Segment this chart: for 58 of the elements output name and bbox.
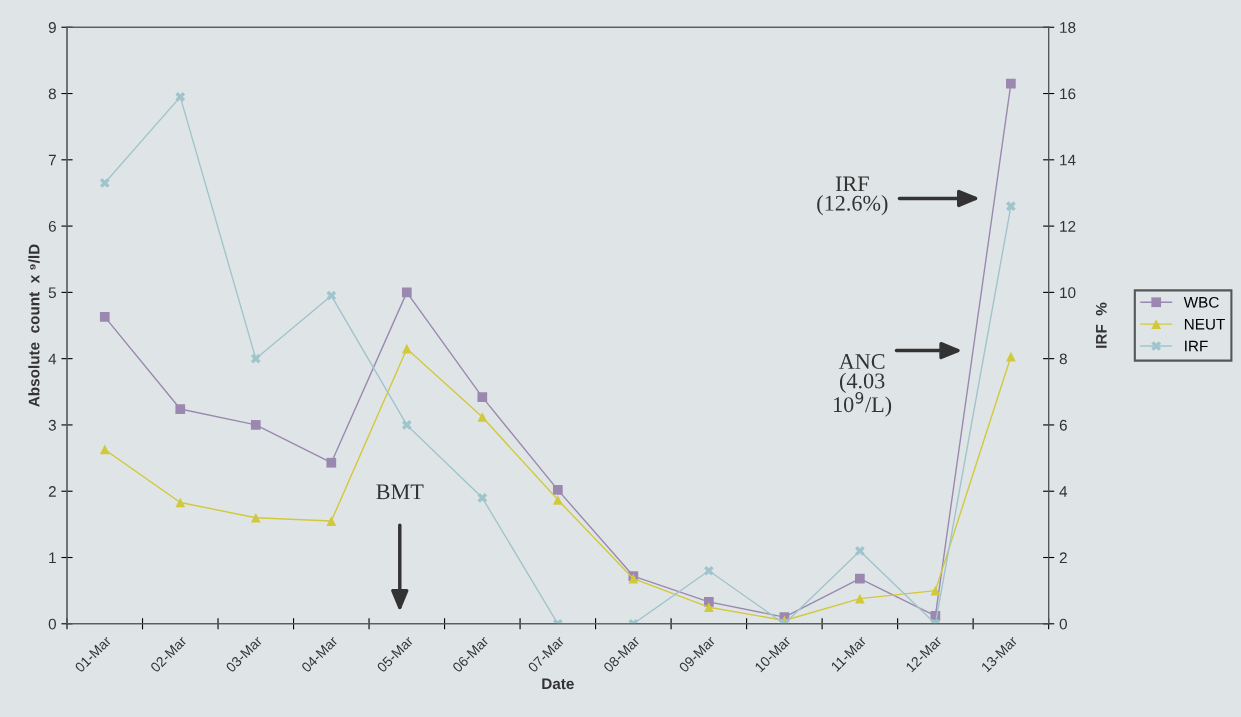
annotation: ANC (4.03 10$^{9}$/L) (833, 354, 892, 417)
y-tick-label: 2 (48, 486, 56, 497)
point (401, 287, 412, 298)
annotation: BMT (376, 484, 424, 500)
y-tick-label: 0 (48, 618, 56, 630)
point (855, 546, 865, 556)
point (1006, 78, 1016, 89)
point (175, 404, 186, 414)
x-axis-title: Date (542, 678, 574, 690)
y-tick-label: 6 (48, 220, 56, 232)
y-tick-label: 9 (48, 22, 56, 33)
point (703, 602, 714, 613)
y2-axis-title: IRF % (1095, 302, 1107, 348)
y-tick-label: 5 (48, 287, 56, 299)
y-tick-label: 3 (48, 419, 56, 431)
point (855, 593, 865, 604)
y2-tick-label: 0 (1059, 618, 1067, 630)
y2-tick-label: 16 (1060, 88, 1076, 100)
point (401, 420, 412, 430)
point (477, 392, 488, 402)
y-tick-label: 7 (48, 154, 56, 166)
point (250, 353, 261, 364)
point (326, 516, 337, 526)
point (99, 312, 110, 322)
legend-label: WBC (1183, 296, 1219, 308)
y-tick-label: 1 (49, 552, 56, 564)
point (477, 492, 488, 503)
legend-label: IRF (1185, 340, 1208, 352)
y2-tick-label: 18 (1060, 22, 1076, 33)
point (175, 497, 186, 508)
point (1006, 351, 1016, 362)
point (552, 485, 563, 495)
y2-tick-label: 6 (1059, 419, 1067, 431)
point (99, 444, 110, 455)
y2-tick-label: 2 (1059, 552, 1067, 564)
point (175, 91, 186, 102)
y2-tick-label: 12 (1060, 220, 1076, 232)
y-tick-label: 8 (48, 88, 56, 100)
point (1006, 201, 1016, 212)
y2-tick-label: 4 (1059, 486, 1068, 497)
y-axis-title: Absolute count x ⁹/lD (28, 244, 40, 407)
point (855, 573, 865, 584)
point (703, 565, 714, 576)
point (930, 585, 941, 596)
point (401, 343, 412, 354)
y2-tick-label: 8 (1059, 353, 1067, 365)
point (326, 290, 337, 301)
y-tick-label: 4 (48, 353, 57, 365)
point (250, 512, 261, 523)
point (99, 178, 110, 188)
y2-tick-label: 10 (1060, 287, 1076, 299)
legend-label: NEUT (1184, 318, 1225, 330)
point (250, 420, 261, 430)
y2-tick-label: 14 (1060, 154, 1076, 166)
annotation: IRF (12.6%) (817, 176, 888, 216)
point (326, 457, 337, 468)
point (552, 494, 563, 505)
point (477, 412, 488, 422)
